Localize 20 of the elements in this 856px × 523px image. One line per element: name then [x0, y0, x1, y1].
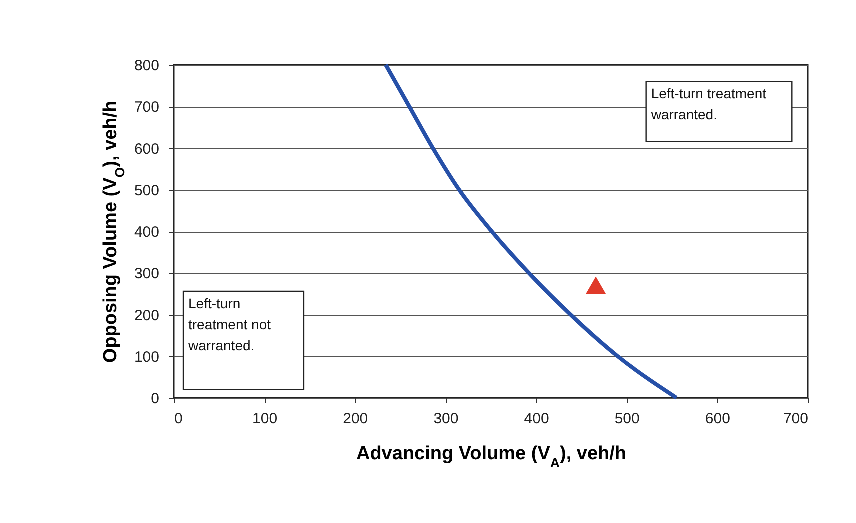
x-axis-title: Advancing Volume (V$_{A}$), veh/h — [356, 444, 627, 470]
x-tick-label: 500 — [614, 410, 640, 428]
x-tick-label: 100 — [252, 410, 278, 428]
x-tick-label: 200 — [343, 410, 368, 428]
y-tick-label: 100 — [134, 348, 160, 366]
y-tick-label: 500 — [134, 182, 160, 200]
y-tick-label: 200 — [134, 307, 160, 324]
y-tick-label: 700 — [134, 99, 160, 116]
x-tick-label: 600 — [705, 410, 730, 428]
annotation: Left-turn treatment warranted. — [650, 86, 767, 123]
x-tick-label: 300 — [434, 410, 459, 428]
y-tick-label: 0 — [151, 390, 160, 408]
x-tick-label: 400 — [524, 410, 550, 428]
y-tick-label: 400 — [134, 224, 160, 241]
x-tick-label: 0 — [174, 410, 183, 428]
annotation: Left-turn treatment not warranted. — [188, 295, 272, 354]
y-tick-label: 600 — [134, 140, 160, 158]
y-tick-label: 800 — [134, 58, 160, 74]
x-tick-label: 700 — [783, 410, 808, 428]
y-tick-label: 300 — [134, 266, 160, 283]
